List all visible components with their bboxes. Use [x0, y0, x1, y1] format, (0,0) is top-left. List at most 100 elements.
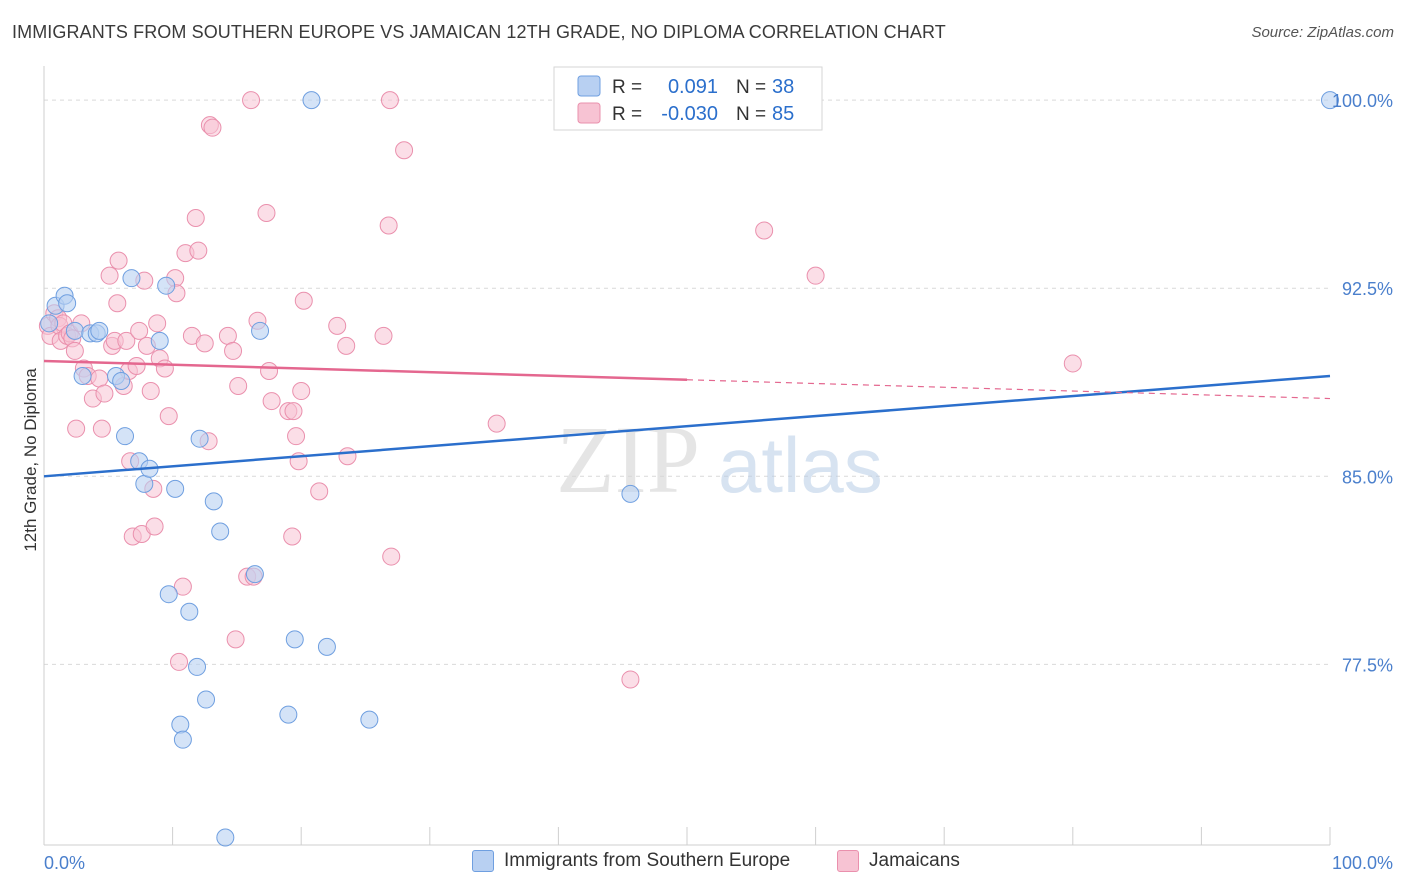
- trend-layer: [43, 359, 1331, 478]
- data-point-jamaicans: [226, 630, 245, 649]
- x-tick-label-min: 0.0%: [44, 853, 85, 873]
- data-point-immigrants: [166, 479, 185, 498]
- legend-item-immigrants-southern-europe: Immigrants from Southern Europe: [472, 850, 790, 872]
- data-point-jamaicans: [130, 321, 149, 340]
- watermark-atlas: atlas: [718, 421, 883, 509]
- data-point-jamaicans: [224, 341, 243, 360]
- data-point-jamaicans: [242, 91, 261, 110]
- data-point-jamaicans: [395, 141, 414, 160]
- data-point-jamaicans: [287, 427, 306, 446]
- data-point-jamaicans: [90, 369, 109, 388]
- y-axis-label: 12th Grade, No Diploma: [21, 368, 40, 552]
- legend-box: R = 0.091 N = 38 R = -0.030 N = 85: [553, 66, 823, 131]
- x-tick-label-max: 100.0%: [1332, 853, 1393, 873]
- data-point-jamaicans: [117, 331, 136, 350]
- data-point-immigrants: [58, 294, 77, 313]
- legend-n-value-pink: 85: [772, 103, 794, 125]
- data-point-jamaicans: [127, 356, 146, 375]
- source-credit: Source: ZipAtlas.com: [1251, 24, 1394, 41]
- data-point-immigrants: [173, 730, 192, 749]
- data-point-immigrants: [216, 828, 235, 847]
- data-point-immigrants: [621, 484, 640, 503]
- data-point-jamaicans: [379, 216, 398, 235]
- legend-r-label-pink: R =: [612, 104, 642, 125]
- watermark: ZIP atlas: [556, 406, 883, 513]
- legend-swatch-blue: [577, 75, 601, 97]
- data-point-immigrants: [135, 474, 154, 493]
- data-point-immigrants: [245, 565, 264, 584]
- series-jamaicans: [38, 91, 1082, 689]
- data-point-jamaicans: [283, 527, 302, 546]
- legend-swatch-immigrants: [472, 850, 494, 872]
- y-tick-label: 85.0%: [1342, 467, 1393, 487]
- y-tick-label: 77.5%: [1342, 655, 1393, 675]
- data-point-immigrants: [171, 715, 190, 734]
- data-point-immigrants: [159, 585, 178, 604]
- legend-r-value-pink: -0.030: [661, 103, 718, 125]
- data-point-immigrants: [197, 690, 216, 709]
- data-point-jamaicans: [382, 547, 401, 566]
- data-point-jamaicans: [292, 382, 311, 401]
- data-point-immigrants: [302, 91, 321, 110]
- trendline-jamaicans-extrapolated: [686, 379, 1331, 400]
- data-point-jamaicans: [186, 208, 205, 227]
- data-point-jamaicans: [310, 482, 329, 501]
- legend-r-label-blue: R =: [612, 77, 642, 98]
- data-point-immigrants: [112, 372, 131, 391]
- data-point-immigrants: [150, 331, 169, 350]
- data-point-jamaicans: [170, 652, 189, 671]
- legend-n-label-pink: N =: [736, 104, 766, 125]
- data-point-jamaicans: [145, 517, 164, 536]
- legend-swatch-pink: [577, 102, 601, 124]
- data-point-jamaicans: [621, 670, 640, 689]
- data-point-jamaicans: [374, 326, 393, 345]
- data-point-jamaicans: [294, 291, 313, 310]
- data-point-jamaicans: [1063, 354, 1082, 373]
- data-point-jamaicans: [92, 419, 111, 438]
- data-point-immigrants: [317, 637, 336, 656]
- y-tick-labels: 77.5% 85.0% 92.5% 100.0%: [1332, 91, 1393, 675]
- legend-label-immigrants: Immigrants from Southern Europe: [504, 850, 791, 871]
- data-point-immigrants: [1321, 91, 1339, 110]
- data-point-jamaicans: [229, 377, 248, 396]
- y-tick-label: 100.0%: [1332, 91, 1393, 111]
- data-point-immigrants: [190, 429, 209, 448]
- data-point-immigrants: [73, 366, 92, 385]
- data-point-jamaicans: [65, 341, 84, 360]
- data-point-jamaicans: [173, 577, 192, 596]
- data-point-immigrants: [188, 657, 207, 676]
- bottom-legend: Immigrants from Southern Europe Jamaican…: [0, 850, 1406, 880]
- data-point-immigrants: [90, 321, 109, 340]
- data-point-immigrants: [40, 314, 59, 333]
- data-point-jamaicans: [148, 314, 167, 333]
- data-point-jamaicans: [338, 447, 357, 466]
- data-point-jamaicans: [109, 251, 128, 270]
- legend-n-label-blue: N =: [736, 77, 766, 98]
- data-point-jamaicans: [337, 336, 356, 355]
- data-point-jamaicans: [284, 402, 303, 421]
- data-point-immigrants: [204, 492, 223, 511]
- data-point-jamaicans: [141, 382, 160, 401]
- data-point-immigrants: [211, 522, 230, 541]
- axis-layer: [43, 66, 1331, 846]
- data-point-jamaicans: [328, 316, 347, 335]
- data-point-immigrants: [180, 602, 199, 621]
- data-point-jamaicans: [487, 414, 506, 433]
- data-point-jamaicans: [195, 334, 214, 353]
- trendline-jamaicans: [43, 359, 688, 381]
- chart-title: IMMIGRANTS FROM SOUTHERN EUROPE VS JAMAI…: [12, 22, 946, 42]
- legend-swatch-jamaicans: [837, 850, 859, 872]
- data-point-jamaicans: [755, 221, 774, 240]
- data-point-jamaicans: [380, 91, 399, 110]
- data-point-immigrants: [122, 269, 141, 288]
- data-point-jamaicans: [95, 384, 114, 403]
- data-point-immigrants: [279, 705, 298, 724]
- legend-item-jamaicans: Jamaicans: [837, 850, 960, 872]
- data-point-immigrants: [251, 321, 270, 340]
- legend-label-jamaicans: Jamaicans: [869, 850, 960, 871]
- data-point-jamaicans: [260, 361, 279, 380]
- legend-n-value-blue: 38: [772, 76, 794, 98]
- data-point-immigrants: [157, 276, 176, 295]
- legend-r-value-blue: 0.091: [668, 76, 718, 98]
